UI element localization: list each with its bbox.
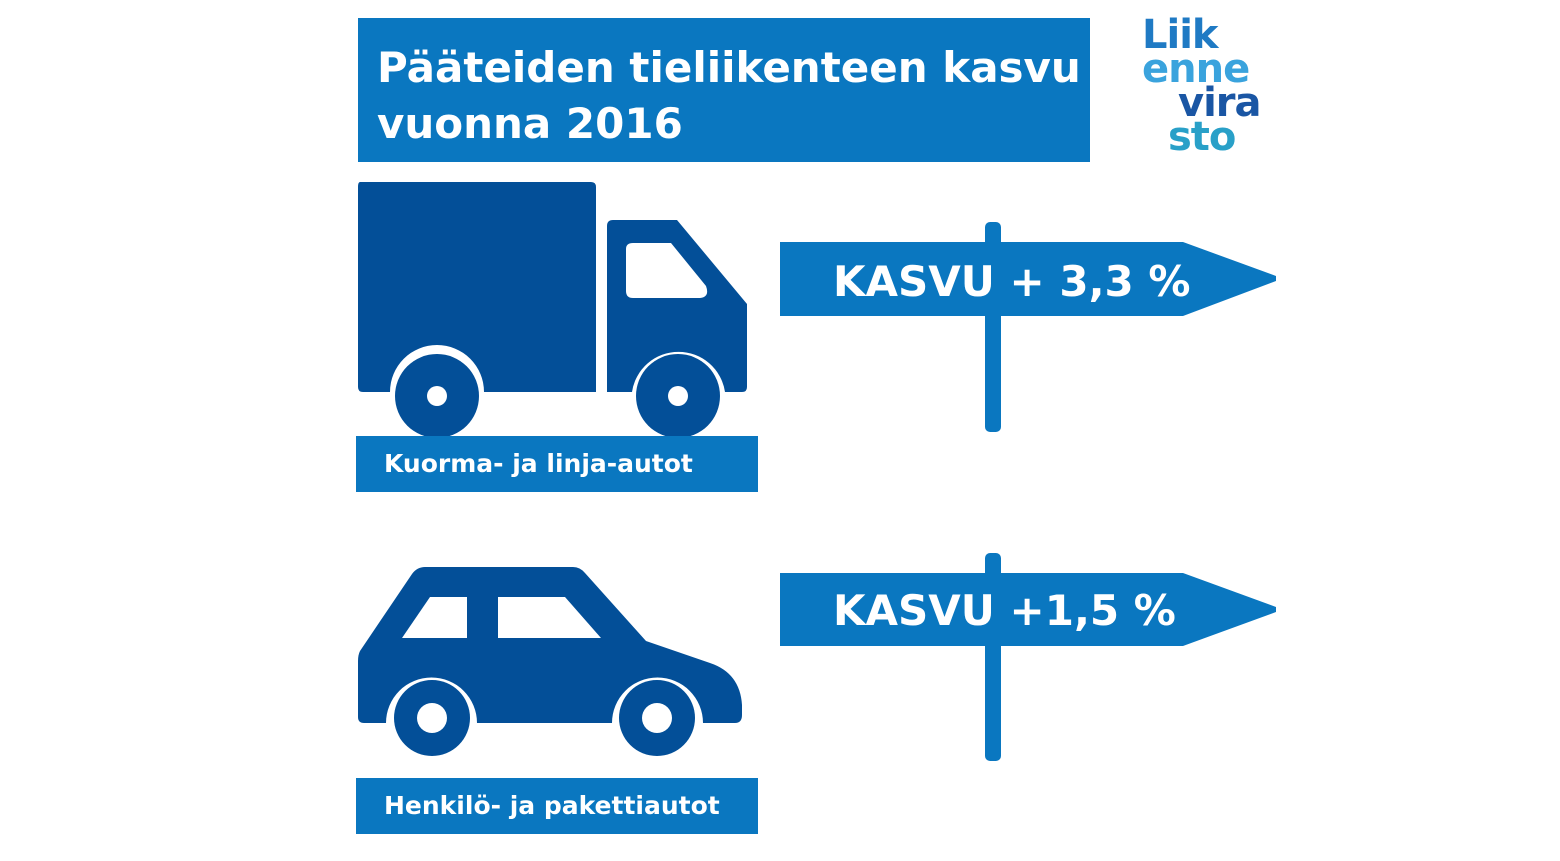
title-line-2: vuonna 2016 xyxy=(377,99,683,148)
liikennevirasto-logo: Liik enne vira sto xyxy=(1138,12,1278,168)
logo-line-1: Liik xyxy=(1142,12,1219,58)
label-cars-vans: Henkilö- ja pakettiautot xyxy=(356,778,758,834)
logo-line-3: vira xyxy=(1178,80,1262,126)
growth-signpost-cars: KASVU +1,5 % xyxy=(778,553,1278,763)
title-line-1: Pääteiden tieliikenteen kasvu xyxy=(377,43,1081,92)
logo-line-2: enne xyxy=(1142,46,1250,92)
label-trucks-buses: Kuorma- ja linja-autot xyxy=(356,436,758,492)
signpost-arrow-icon xyxy=(780,222,1276,432)
logo-line-4: sto xyxy=(1168,114,1236,160)
truck-icon xyxy=(358,182,747,437)
growth-text-cars: KASVU +1,5 % xyxy=(833,586,1176,635)
signpost-arrow-icon xyxy=(780,553,1276,761)
growth-signpost-trucks: KASVU + 3,3 % xyxy=(778,222,1278,434)
growth-text-trucks: KASVU + 3,3 % xyxy=(833,257,1191,306)
title-banner: Pääteiden tieliikenteen kasvu vuonna 201… xyxy=(358,18,1090,162)
car-icon xyxy=(358,567,742,756)
